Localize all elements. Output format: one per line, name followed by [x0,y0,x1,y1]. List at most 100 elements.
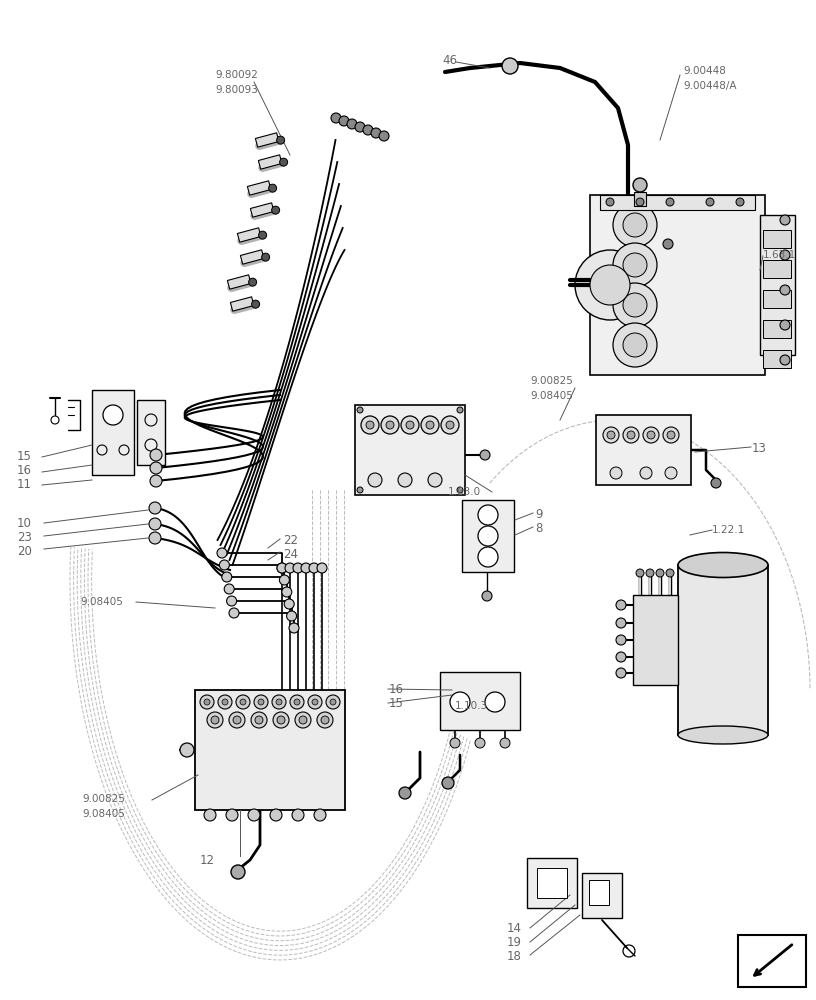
Circle shape [663,239,673,249]
Circle shape [301,563,311,573]
Text: 46: 46 [442,54,457,67]
Circle shape [280,158,287,166]
Bar [251,203,274,217]
Circle shape [636,198,644,206]
Circle shape [780,285,790,295]
Bar [738,935,806,987]
Circle shape [736,198,744,206]
Bar [195,690,345,810]
Circle shape [222,572,232,582]
Bar [590,195,765,375]
Circle shape [603,427,619,443]
Text: 9.80093: 9.80093 [215,85,258,95]
Text: 9.80092: 9.80092 [215,70,258,80]
Circle shape [457,407,463,413]
Circle shape [355,122,365,132]
Circle shape [780,320,790,330]
Circle shape [446,421,454,429]
Circle shape [613,323,657,367]
Circle shape [149,532,161,544]
Circle shape [309,563,319,573]
Circle shape [647,431,655,439]
Circle shape [426,421,434,429]
Circle shape [381,416,399,434]
Circle shape [217,548,227,558]
Circle shape [366,421,374,429]
Circle shape [330,699,336,705]
Bar [228,275,251,289]
Circle shape [421,416,439,434]
Circle shape [590,265,630,305]
Circle shape [606,198,614,206]
Text: 1.63.1: 1.63.1 [763,250,796,260]
Circle shape [224,584,234,594]
Circle shape [607,431,615,439]
Circle shape [656,569,664,577]
Circle shape [398,473,412,487]
Circle shape [386,421,394,429]
Circle shape [262,253,269,261]
Bar [763,230,791,248]
Circle shape [613,203,657,247]
Bar [760,215,795,355]
Bar [596,415,691,485]
Bar [589,880,609,905]
Circle shape [272,206,280,214]
Circle shape [207,712,223,728]
Circle shape [204,699,210,705]
Circle shape [401,416,419,434]
Circle shape [226,809,238,821]
Circle shape [610,467,622,479]
Circle shape [294,699,300,705]
Circle shape [379,131,389,141]
Circle shape [229,712,245,728]
Bar [462,500,514,572]
Circle shape [575,250,645,320]
Circle shape [236,695,250,709]
Bar [259,155,282,169]
Circle shape [331,113,341,123]
Circle shape [485,692,505,712]
Circle shape [321,716,329,724]
Text: 11: 11 [17,478,32,491]
Circle shape [251,300,259,308]
Text: 24: 24 [283,548,298,561]
Text: 16: 16 [389,683,404,696]
Bar [137,400,165,465]
Bar [763,290,791,308]
Circle shape [200,695,214,709]
Circle shape [613,243,657,287]
Circle shape [270,809,282,821]
Circle shape [286,611,296,621]
Text: 9: 9 [535,508,543,521]
Circle shape [308,695,322,709]
Circle shape [666,569,674,577]
Circle shape [450,738,460,748]
Text: 18: 18 [507,950,522,963]
Bar [633,595,678,685]
Circle shape [149,502,161,514]
Circle shape [361,416,379,434]
Circle shape [406,421,414,429]
Circle shape [285,563,295,573]
Circle shape [363,125,373,135]
Circle shape [299,716,307,724]
Circle shape [272,695,286,709]
Text: 23: 23 [17,531,32,544]
Circle shape [665,467,677,479]
Circle shape [227,596,237,606]
Circle shape [222,699,228,705]
Circle shape [780,355,790,365]
Bar [241,250,264,264]
Circle shape [277,716,285,724]
Circle shape [149,518,161,530]
Bar [763,260,791,278]
Bar [634,192,646,206]
Circle shape [231,865,245,879]
Circle shape [623,333,647,357]
Circle shape [317,712,333,728]
Circle shape [233,716,241,724]
Circle shape [254,695,268,709]
Circle shape [314,809,326,821]
Text: 9.08405: 9.08405 [80,597,123,607]
